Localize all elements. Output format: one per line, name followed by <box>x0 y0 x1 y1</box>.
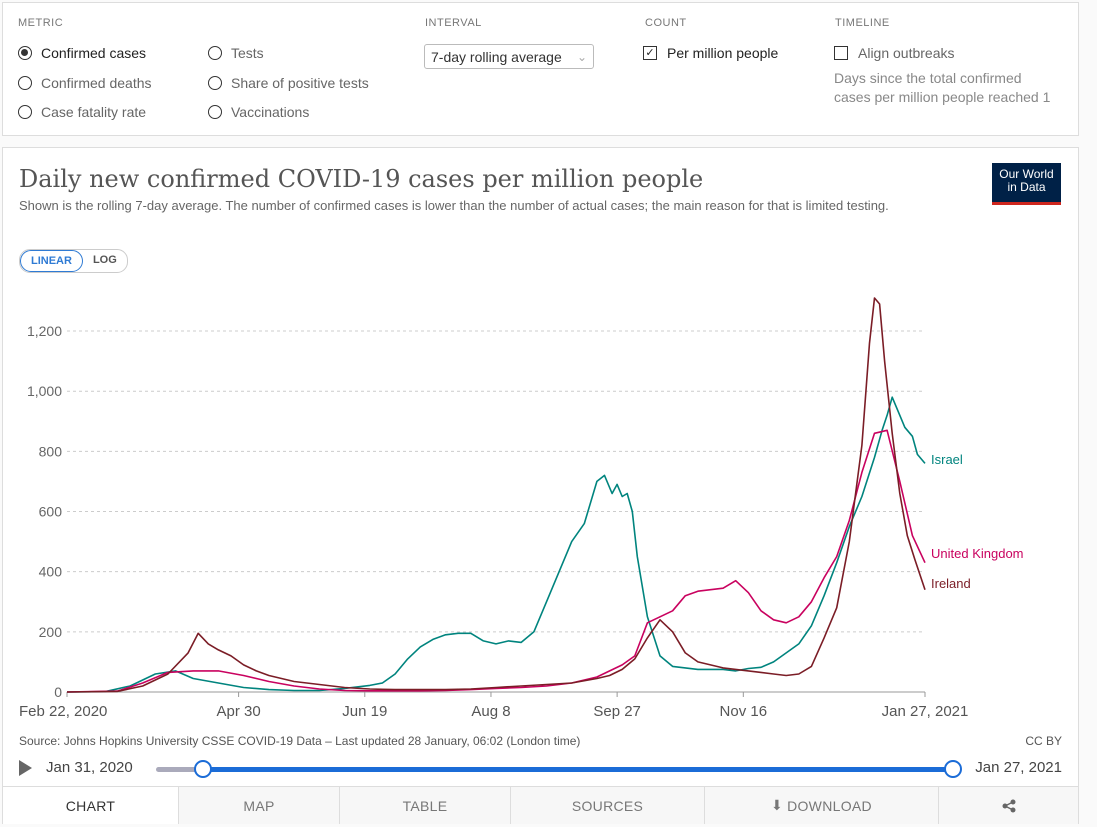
metric-confirmed-deaths[interactable]: Confirmed deaths <box>18 75 152 91</box>
timeline-end-handle[interactable] <box>944 760 962 778</box>
tab-table[interactable]: TABLE <box>339 787 510 824</box>
share-icon <box>1002 799 1015 812</box>
timeline-label: TIMELINE <box>835 17 890 29</box>
source-note: Source: Johns Hopkins University CSSE CO… <box>19 734 581 748</box>
radio-icon <box>208 46 222 60</box>
interval-label: INTERVAL <box>425 17 482 29</box>
scale-linear-button[interactable]: LINEAR <box>20 250 83 272</box>
license-link[interactable]: CC BY <box>1025 734 1062 748</box>
metric-tests[interactable]: Tests <box>208 45 264 61</box>
download-icon: ⬇ <box>771 797 784 813</box>
x-tick-label: Feb 22, 2020 <box>19 703 107 720</box>
y-tick-label: 1,200 <box>27 323 62 339</box>
series-line-ireland <box>66 297 926 693</box>
x-tick-label: Jun 19 <box>342 703 387 720</box>
interval-select[interactable]: 7-day rolling average ⌄ <box>424 44 594 69</box>
play-icon[interactable] <box>19 760 32 776</box>
chart-title: Daily new confirmed COVID-19 cases per m… <box>19 165 704 193</box>
chart-subtitle: Shown is the rolling 7-day average. The … <box>19 198 889 213</box>
y-tick-label: 400 <box>39 564 63 580</box>
tab-sources[interactable]: SOURCES <box>510 787 704 824</box>
radio-icon <box>208 105 222 119</box>
metric-case-fatality-rate[interactable]: Case fatality rate <box>18 104 146 120</box>
per-million-checkbox[interactable]: ✓ Per million people <box>643 45 778 61</box>
scale-toggle: LINEAR LOG <box>19 249 128 273</box>
tab-download[interactable]: ⬇ DOWNLOAD <box>704 787 938 824</box>
y-tick-label: 200 <box>39 624 63 640</box>
x-tick-label: Apr 30 <box>216 703 260 720</box>
metric-label: METRIC <box>18 17 64 29</box>
timeline-start-handle[interactable] <box>194 760 212 778</box>
scale-log-button[interactable]: LOG <box>92 254 117 266</box>
x-tick-label: Nov 16 <box>720 703 768 720</box>
radio-selected-icon <box>18 46 32 60</box>
y-tick-label: 1,000 <box>27 383 62 399</box>
series-label-united-kingdom: United Kingdom <box>931 546 1024 561</box>
align-outbreaks-checkbox[interactable]: Align outbreaks <box>834 45 955 61</box>
y-tick-label: 800 <box>39 443 63 459</box>
x-tick-label: Aug 8 <box>471 703 510 720</box>
timeline-hint: Days since the total confirmed cases per … <box>834 70 1051 105</box>
tab-chart[interactable]: CHART <box>3 787 178 824</box>
timeline-track[interactable] <box>203 767 949 772</box>
x-tick-label: Jan 27, 2021 <box>882 703 969 720</box>
checkmark-icon: ✓ <box>643 46 657 60</box>
controls-panel: METRIC Confirmed cases Confirmed deaths … <box>2 2 1079 136</box>
tab-map[interactable]: MAP <box>178 787 339 824</box>
timeline-track-inactive <box>156 767 203 772</box>
metric-share-positive-tests[interactable]: Share of positive tests <box>208 75 369 91</box>
checkbox-empty-icon <box>834 46 848 60</box>
x-tick-label: Sep 27 <box>593 703 641 720</box>
series-label-israel: Israel <box>931 452 963 467</box>
tab-bar: CHART MAP TABLE SOURCES ⬇ DOWNLOAD <box>3 786 1078 824</box>
count-label: COUNT <box>645 17 687 29</box>
y-tick-label: 0 <box>54 684 62 700</box>
timeline-start-label: Jan 31, 2020 <box>46 759 133 776</box>
timeline-slider: Jan 31, 2020 Jan 27, 2021 <box>19 758 1064 782</box>
series-line-united-kingdom <box>66 429 926 693</box>
chevron-down-icon: ⌄ <box>576 49 587 64</box>
y-tick-label: 600 <box>39 504 63 520</box>
radio-icon <box>18 76 32 90</box>
share-button[interactable] <box>938 787 1078 824</box>
radio-icon <box>18 105 32 119</box>
timeline-end-label: Jan 27, 2021 <box>975 759 1062 776</box>
series-line-israel <box>66 396 926 693</box>
radio-icon <box>208 76 222 90</box>
metric-vaccinations[interactable]: Vaccinations <box>208 104 309 120</box>
owid-logo[interactable]: Our World in Data <box>992 163 1061 205</box>
series-label-ireland: Ireland <box>931 576 971 591</box>
chart-panel: Daily new confirmed COVID-19 cases per m… <box>2 147 1079 824</box>
line-chart: 0 200 400 600 800 1,000 1,200 Feb 22, 2020 Apr 3… <box>19 297 1024 720</box>
metric-confirmed-cases[interactable]: Confirmed cases <box>18 45 146 61</box>
